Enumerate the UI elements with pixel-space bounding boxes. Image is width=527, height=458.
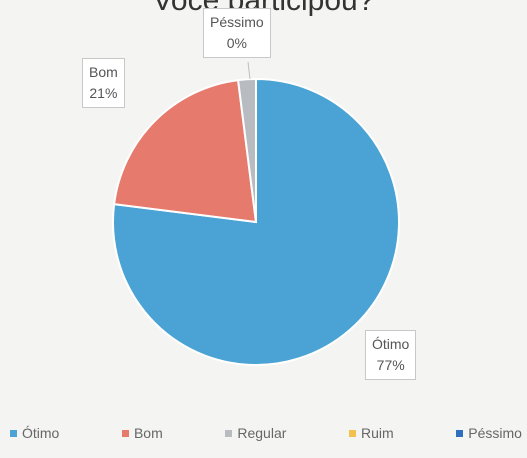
data-label-pessimo: Péssimo 0%	[203, 8, 271, 58]
data-label-pessimo-name: Péssimo	[210, 14, 264, 30]
pie-slice-bom	[113, 79, 258, 224]
legend-label-regular: Regular	[237, 425, 287, 441]
legend-label-bom: Bom	[133, 425, 163, 441]
data-label-otimo-name: Ótimo	[372, 336, 410, 352]
pie-slice-otimo	[112, 77, 400, 366]
legend-label-otimo: Ótimo	[22, 425, 60, 441]
data-label-pessimo-percent: 0%	[226, 35, 247, 51]
leader-line-pessimo	[247, 61, 251, 80]
data-label-bom-percent: 21%	[89, 85, 118, 101]
legend-item-otimo: Ótimo	[10, 425, 59, 441]
legend: Ótimo Bom Regular Ruim Péssimo	[10, 425, 522, 441]
legend-item-bom: Bom	[121, 425, 163, 441]
data-label-otimo-percent: 77%	[376, 357, 405, 373]
legend-item-pessimo: Péssimo	[456, 425, 522, 441]
legend-swatch-regular	[225, 429, 233, 437]
legend-swatch-otimo	[10, 429, 17, 437]
pie-slice-regular	[236, 77, 257, 223]
data-label-bom-name: Bom	[89, 64, 118, 80]
legend-label-pessimo: Péssimo	[468, 425, 522, 441]
legend-item-regular: Regular	[225, 425, 286, 441]
legend-swatch-bom	[121, 429, 129, 437]
legend-swatch-pessimo	[456, 429, 464, 437]
data-label-otimo: Ótimo 77%	[365, 330, 417, 380]
legend-item-ruim: Ruim	[349, 425, 394, 441]
legend-swatch-ruim	[349, 429, 356, 437]
data-label-bom: Bom 21%	[82, 58, 125, 108]
legend-label-ruim: Ruim	[361, 425, 394, 441]
